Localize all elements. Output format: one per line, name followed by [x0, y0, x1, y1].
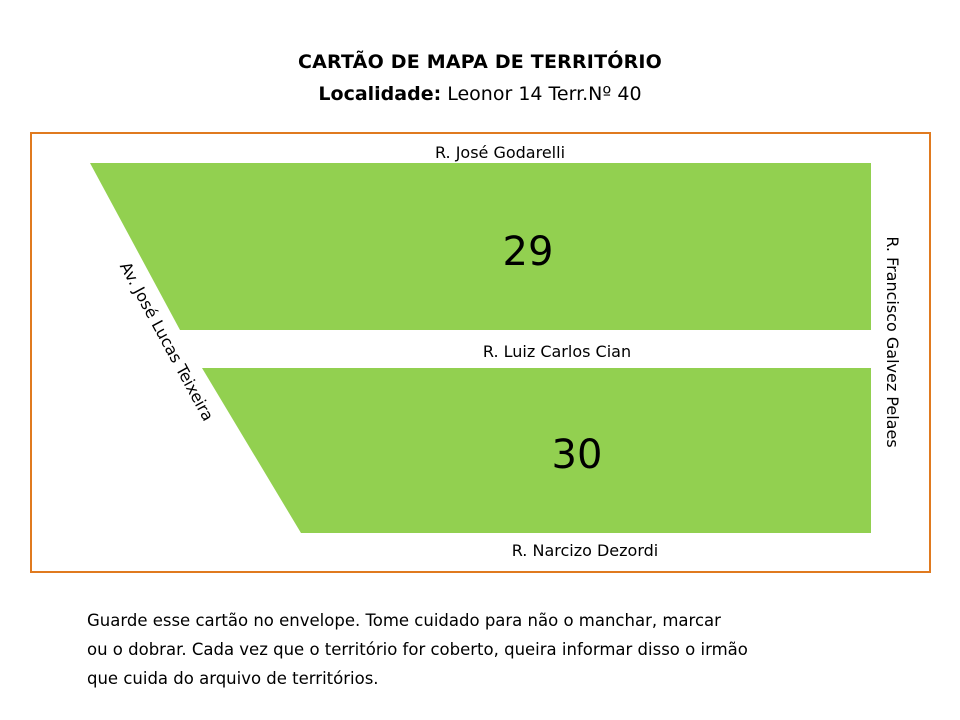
footer-line: Guarde esse cartão no envelope. Tome cui…	[87, 611, 721, 630]
locality-value: Leonor 14 Terr.Nº 40	[447, 83, 642, 105]
footer-line: que cuida do arquivo de territórios.	[87, 669, 379, 688]
footer-line: ou o dobrar. Cada vez que o território f…	[87, 640, 748, 659]
street-bottom-label: R. Narcizo Dezordi	[512, 541, 658, 560]
street-top-label: R. José Godarelli	[435, 143, 565, 162]
street-middle-label: R. Luiz Carlos Cian	[483, 342, 631, 361]
footer-instructions: Guarde esse cartão no envelope. Tome cui…	[87, 606, 907, 693]
locality-line: Localidade: Leonor 14 Terr.Nº 40	[0, 78, 960, 110]
block-30	[202, 368, 871, 533]
locality-label: Localidade:	[318, 83, 442, 105]
block-30-number: 30	[552, 432, 603, 478]
card-header: CARTÃO DE MAPA DE TERRITÓRIO Localidade:…	[0, 46, 960, 110]
map-border	[30, 132, 931, 573]
block-29	[90, 163, 871, 330]
card-title: CARTÃO DE MAPA DE TERRITÓRIO	[297, 51, 663, 73]
block-29-number: 29	[503, 229, 554, 275]
street-right-label: R. Francisco Galvez Pelaes	[883, 236, 902, 447]
